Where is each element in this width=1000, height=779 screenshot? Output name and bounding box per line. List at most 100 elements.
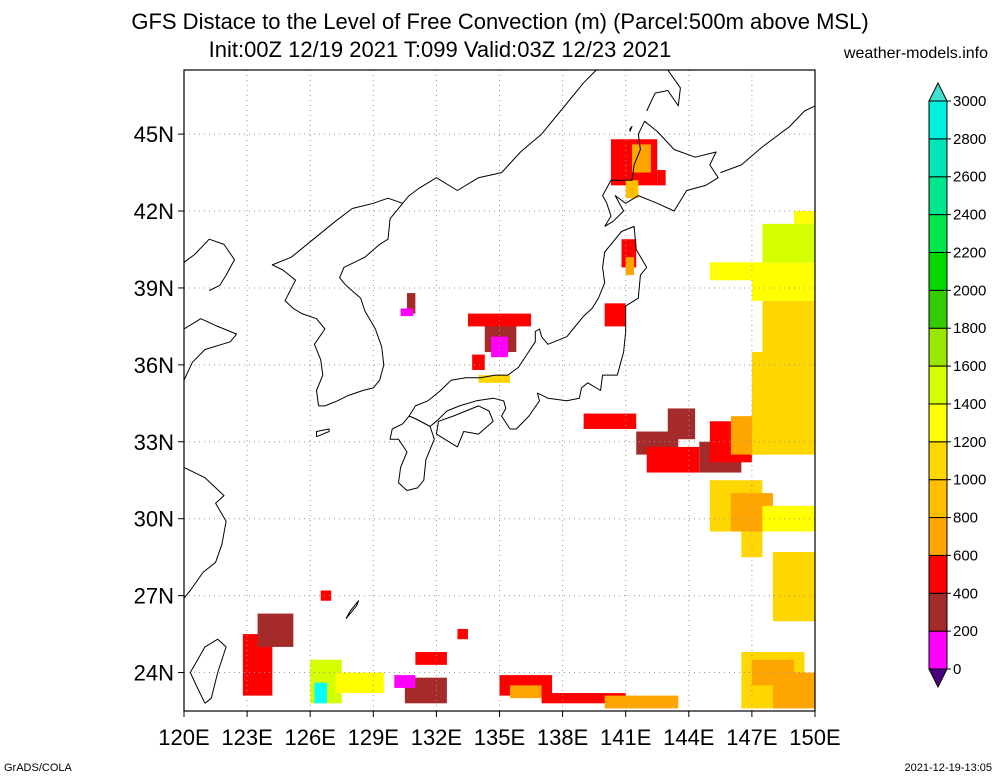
colorbar-segment (928, 138, 948, 178)
field-cell (400, 308, 414, 317)
colorbar-segment (928, 441, 948, 481)
field-cell (762, 300, 815, 353)
field-cell (751, 262, 815, 301)
field-cell (320, 590, 332, 601)
coastline-layer (184, 70, 815, 704)
colorbar-segment (928, 214, 948, 253)
lat-tick-label: 45N (134, 122, 174, 147)
field-cell (457, 628, 468, 640)
lon-tick-label: 132E (411, 725, 462, 750)
lon-tick-label: 126E (285, 725, 336, 750)
field-cell (314, 682, 328, 704)
field-cell (762, 223, 815, 263)
colorbar-segment (928, 251, 948, 291)
colorbar-under-triangle (928, 668, 948, 689)
colorbar-segment (928, 592, 948, 632)
colorbar-label: 2000 (953, 282, 986, 299)
colorbar-over-triangle (928, 81, 948, 102)
field-cell (604, 695, 679, 709)
colorbar-label: 400 (953, 585, 978, 602)
coastline (184, 318, 238, 381)
axis-ticks: 120E 123E 126E 129E 132E 135E 138E 141E 144E 147E… (134, 122, 841, 750)
field-cell (632, 144, 651, 173)
colorbar: 0 200 400 600 800 1000 1200 1400 1600 1800 2000 220… (928, 81, 986, 689)
map-title: GFS Distace to the Level of Free Convect… (131, 9, 869, 34)
field-cell (604, 303, 626, 327)
field-cell (394, 675, 416, 688)
field-cell (257, 613, 294, 647)
field-cell (491, 336, 508, 358)
colorbar-label: 1200 (953, 434, 986, 451)
lon-tick-label: 138E (537, 725, 588, 750)
field-layer (242, 139, 815, 709)
lon-tick-label: 129E (348, 725, 399, 750)
map-subtitle: Init:00Z 12/19 2021 T:099 Valid:03Z 12/2… (208, 37, 672, 62)
colorbar-segment (928, 289, 948, 329)
field-cell (467, 313, 532, 327)
colorbar-label: 3000 (953, 93, 986, 110)
coastline (389, 415, 435, 491)
field-cell (415, 652, 447, 665)
field-cell (772, 672, 815, 709)
colorbar-segment (928, 517, 948, 556)
lon-tick-label: 123E (221, 725, 272, 750)
coastline (316, 428, 330, 438)
colorbar-label: 0 (953, 661, 961, 678)
field-cell (751, 352, 815, 455)
colorbar-label: 200 (953, 623, 978, 640)
colorbar-label: 600 (953, 547, 978, 564)
colorbar-label: 1800 (953, 320, 986, 337)
colorbar-segment (928, 176, 948, 216)
lat-tick-label: 30N (134, 507, 174, 532)
colorbar-label: 800 (953, 510, 978, 527)
colorbar-segment (928, 554, 948, 594)
lat-tick-label: 42N (134, 199, 174, 224)
coastline (629, 125, 633, 132)
lon-tick-label: 144E (663, 725, 714, 750)
field-cell (625, 180, 639, 199)
lon-tick-label: 120E (158, 725, 209, 750)
lat-tick-label: 27N (134, 584, 174, 609)
colorbar-label: 2800 (953, 131, 986, 148)
coastline (435, 405, 494, 448)
field-cell (709, 262, 752, 281)
colorbar-segment (928, 100, 948, 140)
field-cell (478, 375, 511, 383)
colorbar-label: 1600 (953, 358, 986, 375)
colorbar-segment (928, 365, 948, 405)
grid-layer (184, 70, 815, 711)
colorbar-segment (928, 327, 948, 367)
lat-tick-label: 33N (134, 430, 174, 455)
colorbar-label: 1400 (953, 396, 986, 413)
colorbar-label: 2600 (953, 169, 986, 186)
field-cell (762, 505, 815, 532)
field-cell (772, 552, 815, 622)
field-cell (583, 413, 637, 429)
field-cell (541, 693, 626, 704)
colorbar-segment (928, 630, 948, 670)
colorbar-label: 2400 (953, 207, 986, 224)
colorbar-segment (928, 403, 948, 443)
coastline (345, 600, 360, 620)
field-cell (625, 257, 635, 276)
colorbar-segment (928, 479, 948, 519)
coastline (602, 120, 719, 227)
colorbar-label: 2200 (953, 244, 986, 261)
colorbar-label: 1000 (953, 472, 986, 489)
footer-timestamp: 2021-12-19-13:05 (904, 762, 992, 774)
lon-tick-label: 141E (600, 725, 651, 750)
coastline (720, 105, 815, 174)
site-label: weather-models.info (843, 45, 988, 62)
lon-tick-label: 147E (726, 725, 777, 750)
lon-tick-label: 150E (789, 725, 840, 750)
field-cell (472, 354, 485, 370)
field-cell (793, 211, 815, 224)
field-cell (657, 169, 666, 186)
lon-tick-label: 135E (474, 725, 525, 750)
coastline (189, 638, 227, 704)
field-cell (406, 293, 416, 314)
field-cell (741, 531, 763, 558)
lat-tick-label: 36N (134, 353, 174, 378)
footer-software-label: GrADS/COLA (4, 762, 72, 774)
